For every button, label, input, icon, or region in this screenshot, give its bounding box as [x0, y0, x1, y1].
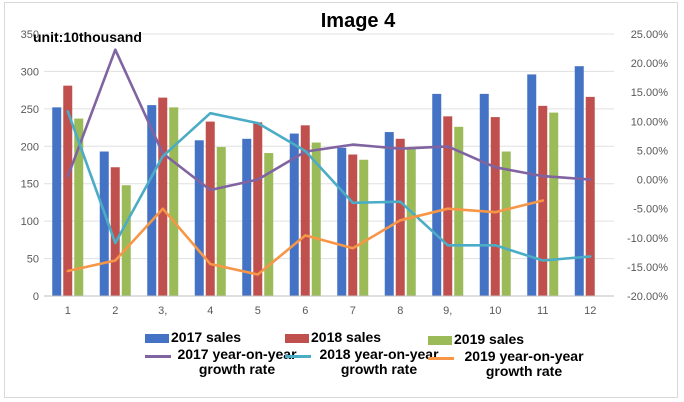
bar-2017-sales-10 — [479, 93, 489, 296]
legend-item-2019-sales: 2019 sales — [428, 332, 524, 347]
line-series-group — [66, 48, 592, 276]
legend-label: 2018 sales — [311, 329, 382, 345]
right-tick-label: -15.00% — [627, 262, 668, 274]
left-tick-label: 300 — [21, 66, 39, 78]
legend-swatch-2018-growth — [285, 355, 311, 358]
legend-label: 2019 year-on-year growth rate — [464, 348, 584, 379]
bar-2017-sales-9 — [432, 93, 442, 296]
bar-2019-sales-5 — [264, 153, 274, 296]
bar-2017-sales-2 — [99, 151, 109, 296]
bar-2017-sales-12 — [574, 66, 584, 296]
left-tick-label: 0 — [33, 291, 39, 303]
bar-2017-sales-1 — [52, 107, 62, 296]
right-tick-label: 15.00% — [631, 87, 669, 99]
chart-title: Image 4 — [321, 10, 396, 32]
x-tick-label: 7 — [350, 305, 356, 317]
bar-2017-sales-11 — [527, 74, 537, 297]
bar-2018-sales-8 — [395, 138, 405, 296]
legend-label: 2017 year-on-year growth rate — [177, 346, 297, 377]
legend-item-2019-growth: 2019 year-on-year growth rate — [428, 349, 592, 379]
bar-2018-sales-10 — [490, 117, 500, 296]
right-tick-label: 20.00% — [631, 58, 669, 70]
legend-label: 2018 year-on-year growth rate — [319, 346, 439, 377]
x-tick-label: 5 — [255, 305, 261, 317]
right-tick-label: -10.00% — [627, 233, 668, 245]
legend-label: 2017 sales — [171, 329, 242, 345]
legend-item-2017-growth: 2017 year-on-year growth rate — [145, 347, 301, 377]
x-tick-label: 12 — [584, 305, 596, 317]
legend-item-2018-sales: 2018 sales — [285, 330, 381, 345]
x-axis: 1 2 3, 4 5 6 7 8 9, 10 11 12 — [44, 295, 614, 317]
left-tick-label: 150 — [21, 179, 39, 191]
right-tick-label: 0.00% — [637, 175, 668, 187]
bar-2018-sales-4 — [205, 121, 215, 296]
left-tick-label: 100 — [21, 216, 39, 228]
bar-2019-sales-6 — [311, 142, 321, 296]
bar-2019-sales-4 — [216, 147, 226, 296]
bar-2019-sales-2 — [121, 185, 131, 296]
line-2019-growth-rate — [66, 199, 545, 276]
bar-2018-sales-5 — [253, 122, 263, 297]
bar-2017-sales-6 — [289, 133, 299, 296]
bar-2018-sales-6 — [300, 125, 310, 296]
right-tick-label: 5.00% — [637, 145, 668, 157]
x-tick-label: 9, — [443, 305, 452, 317]
bar-2017-sales-4 — [194, 140, 204, 296]
x-tick-label: 8 — [397, 305, 403, 317]
x-tick-label: 1 — [65, 305, 71, 317]
right-tick-label: 10.00% — [631, 116, 669, 128]
left-axis-ticks: 0 50 100 150 200 250 300 350 — [21, 29, 39, 303]
x-tick-label: 10 — [489, 305, 501, 317]
legend-item-2018-growth: 2018 year-on-year growth rate — [285, 347, 445, 377]
bar-2018-sales-12 — [585, 96, 595, 296]
legend-item-2017-sales: 2017 sales — [145, 330, 241, 345]
chart-frame — [4, 2, 678, 398]
right-tick-label: -20.00% — [627, 291, 668, 303]
bar-2019-sales-11 — [549, 112, 559, 296]
gridlines — [44, 33, 614, 260]
bar-2018-sales-1 — [63, 85, 73, 296]
legend-swatch-2018-sales — [285, 334, 309, 343]
legend-swatch-2017-growth — [145, 355, 171, 358]
bar-2018-sales-7 — [348, 154, 358, 296]
legend-swatch-2019-sales — [428, 336, 452, 345]
bar-2019-sales-1 — [74, 118, 84, 297]
bar-2018-sales-2 — [110, 167, 120, 296]
left-tick-label: 350 — [21, 29, 39, 41]
bar-2017-sales-3 — [147, 105, 157, 296]
x-tick-label: 4 — [207, 305, 213, 317]
bar-2019-sales-9 — [454, 126, 464, 296]
bar-2017-sales-5 — [242, 138, 252, 296]
legend: 2017 sales 2018 sales 2019 sales 2017 ye… — [145, 328, 595, 402]
line-2018-growth-rate — [66, 110, 592, 262]
left-tick-label: 50 — [27, 254, 39, 266]
bar-2019-sales-7 — [359, 159, 369, 296]
line-2017-growth-rate — [66, 48, 592, 192]
legend-swatch-2019-growth — [428, 357, 454, 360]
right-tick-label: -5.00% — [633, 204, 668, 216]
legend-label: 2019 sales — [454, 331, 525, 347]
bar-2019-sales-10 — [501, 151, 511, 296]
bar-2019-sales-3 — [169, 107, 179, 296]
bar-2017-sales-7 — [337, 147, 347, 296]
right-tick-label: 25.00% — [631, 29, 669, 41]
unit-label: unit:10thousand — [33, 29, 142, 45]
bar-2019-sales-8 — [406, 148, 416, 296]
left-tick-label: 200 — [21, 141, 39, 153]
bar-series-group — [52, 66, 595, 297]
bar-2018-sales-9 — [443, 116, 453, 296]
x-tick-label: 2 — [112, 305, 118, 317]
right-axis-ticks: -20.00% -15.00% -10.00% -5.00% 0.00% 5.00% 10.… — [627, 29, 668, 303]
x-tick-label: 6 — [302, 305, 308, 317]
legend-swatch-2017-sales — [145, 334, 169, 343]
left-tick-label: 250 — [21, 104, 39, 116]
bar-2017-sales-8 — [384, 132, 394, 296]
x-tick-label: 3, — [158, 305, 167, 317]
x-tick-label: 11 — [537, 305, 548, 317]
bar-2018-sales-3 — [158, 97, 168, 296]
